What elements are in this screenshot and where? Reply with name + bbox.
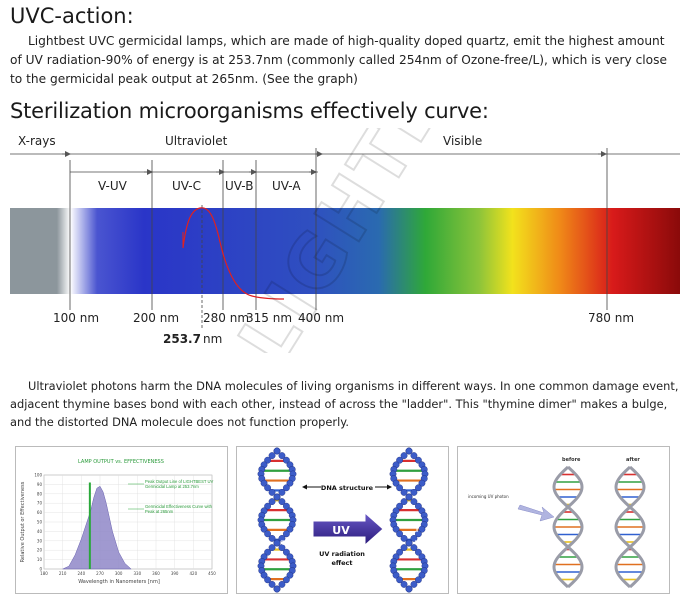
region-label-xrays: X-rays <box>18 134 56 148</box>
thymine-left-1: T <box>281 523 286 530</box>
after-label: after <box>626 457 640 463</box>
peak-253-label: 253.7 nm <box>163 332 222 346</box>
wavelength-315: 315 nm <box>246 311 292 325</box>
x-tick-label: 240 <box>78 571 86 576</box>
uvc-action-paragraph: Lightbest UVC germicidal lamps, which ar… <box>10 34 667 86</box>
y-tick-label: 0 <box>39 567 42 572</box>
y-tick-label: 70 <box>37 501 43 506</box>
x-tick-label: 180 <box>40 571 48 576</box>
germicidal-curve <box>182 207 285 300</box>
effect-label: effect <box>331 559 352 567</box>
band-label-uva: UV-A <box>272 179 301 193</box>
wavelength-780: 780 nm <box>588 311 634 325</box>
wavelength-400: 400 nm <box>298 311 344 325</box>
region-label-ultraviolet: Ultraviolet <box>165 134 228 148</box>
before-label: before <box>562 457 581 463</box>
incoming-photon-label: incoming UV photon <box>468 494 509 499</box>
dna-damage-paragraph: Ultraviolet photons harm the DNA molecul… <box>10 379 679 429</box>
y-tick-label: 10 <box>37 557 43 562</box>
spectrum-band <box>10 208 680 294</box>
band-label-uvb: UV-B <box>225 179 253 193</box>
y-tick-label: 20 <box>37 548 43 553</box>
band-label-uvc: UV-C <box>172 179 201 193</box>
x-tick-label: 420 <box>190 571 198 576</box>
lamp-output-chart-panel: LAMP OUTPUT vs. EFFECTIVENESS 100 90 80 70 6… <box>15 446 228 594</box>
legend-effectiveness: Germicidal Effectiveness Curve with Peak… <box>145 504 212 514</box>
uv-radiation-label: UV radiation <box>319 550 365 558</box>
wavelength-280: 280 nm <box>203 311 249 325</box>
thymine-right-1: T <box>415 527 420 534</box>
legend-peak-output: Peak Output Line of LIGHTBEST UV Germici… <box>145 479 214 489</box>
x-tick-label: 210 <box>59 571 67 576</box>
dna-uv-effect-panel: DNA structure UV UV radiation effect T T… <box>236 446 449 594</box>
x-tick-label: 450 <box>208 571 216 576</box>
y-tick-label: 90 <box>37 482 43 487</box>
dna-after <box>614 465 646 589</box>
spectrum-figure: X-rays Ultraviolet Visible V-UV UV-C UV-… <box>10 128 680 353</box>
wavelength-200: 200 nm <box>133 311 179 325</box>
chart-xlabel: Wavelength in Nanometers [nm] <box>78 579 160 585</box>
dna-before <box>552 465 584 589</box>
y-tick-label: 40 <box>37 529 43 534</box>
chart-ylabel: Relative Output or Effectiveness <box>20 481 26 562</box>
thymine-left-2: T <box>281 540 286 547</box>
before-after-panel: before after incoming UV photon <box>457 446 670 594</box>
uv-arrow <box>312 511 384 547</box>
uvc-action-heading: UVC-action: <box>10 4 134 28</box>
dna-structure-label: DNA structure <box>321 484 374 492</box>
y-tick-label: 80 <box>37 491 43 496</box>
dna-helix-left <box>257 447 297 593</box>
dna-helix-right <box>389 447 429 593</box>
band-label-vuv: V-UV <box>98 179 128 193</box>
dna-uv-illustration: DNA structure UV UV radiation effect T T… <box>257 447 429 593</box>
x-tick-label: 270 <box>96 571 104 576</box>
thymine-right-2: T <box>415 540 420 547</box>
chart-title: LAMP OUTPUT vs. EFFECTIVENESS <box>78 459 164 465</box>
y-tick-label: 30 <box>37 538 43 543</box>
wavelength-100: 100 nm <box>53 311 99 325</box>
uv-photon-arrow <box>517 504 555 522</box>
uv-arrow-label: UV <box>332 524 350 537</box>
before-after-illustration: before after incoming UV photon <box>468 457 646 589</box>
region-label-visible: Visible <box>443 134 482 148</box>
x-tick-label: 360 <box>152 571 160 576</box>
y-tick-label: 50 <box>37 520 43 525</box>
x-tick-label: 300 <box>115 571 123 576</box>
effectiveness-area <box>62 485 132 570</box>
x-tick-label: 390 <box>171 571 179 576</box>
y-tick-label: 100 <box>34 473 42 478</box>
x-tick-label: 330 <box>134 571 142 576</box>
lamp-output-chart: LAMP OUTPUT vs. EFFECTIVENESS 1009080706… <box>20 459 216 585</box>
y-tick-label: 60 <box>37 510 43 515</box>
sterilization-heading: Sterilization microorganisms effectively… <box>10 99 489 123</box>
